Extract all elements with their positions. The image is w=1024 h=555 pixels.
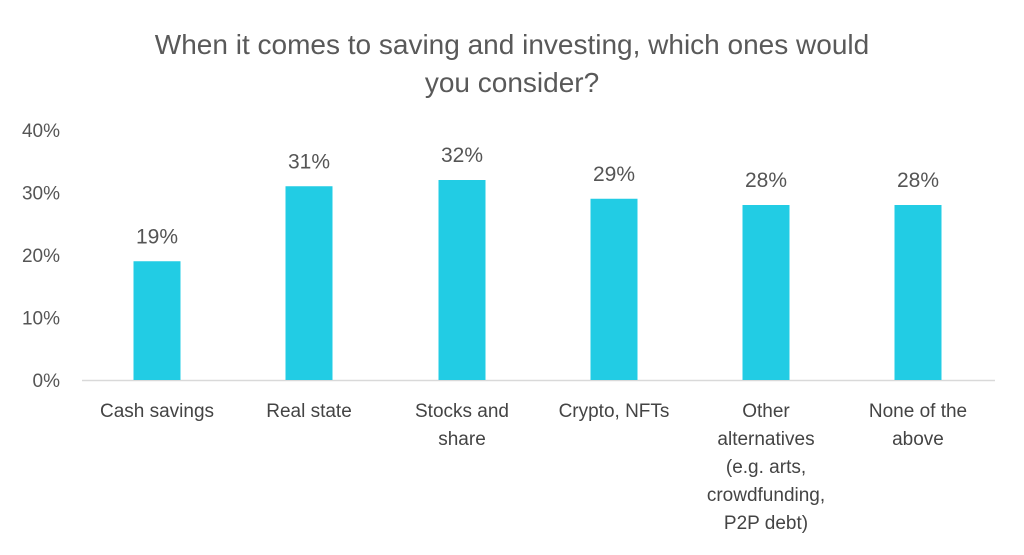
data-label: 19% xyxy=(136,225,178,248)
data-label: 31% xyxy=(288,150,330,173)
x-category-label: P2P debt) xyxy=(724,513,808,534)
data-label: 28% xyxy=(745,169,787,192)
bar xyxy=(285,186,333,380)
x-category-label: (e.g. arts, xyxy=(726,457,806,478)
bar xyxy=(742,205,790,380)
y-tick-label: 40% xyxy=(22,121,60,142)
x-category-label: crowdfunding, xyxy=(707,485,825,506)
bar xyxy=(590,198,638,380)
chart-title-line-1: When it comes to saving and investing, w… xyxy=(155,29,869,60)
x-category-label: Stocks and xyxy=(415,401,509,422)
x-category-label: share xyxy=(438,429,486,450)
bar xyxy=(438,180,486,380)
y-tick-label: 20% xyxy=(22,246,60,267)
data-label: 32% xyxy=(441,144,483,167)
y-tick-label: 0% xyxy=(33,371,61,392)
x-category-label: Other xyxy=(742,401,790,422)
chart-title-line-2: you consider? xyxy=(425,67,599,98)
data-label: 29% xyxy=(593,163,635,186)
x-category-label: alternatives xyxy=(717,429,814,450)
x-category-label: Cash savings xyxy=(100,401,214,422)
x-category-label: None of the xyxy=(869,401,967,422)
y-tick-label: 10% xyxy=(22,309,60,330)
bar xyxy=(894,205,942,380)
x-category-label: above xyxy=(892,429,944,450)
bar xyxy=(133,261,181,380)
x-category-label: Real state xyxy=(266,401,352,422)
x-category-label: Crypto, NFTs xyxy=(559,401,670,422)
data-label: 28% xyxy=(897,169,939,192)
y-tick-label: 30% xyxy=(22,184,60,205)
